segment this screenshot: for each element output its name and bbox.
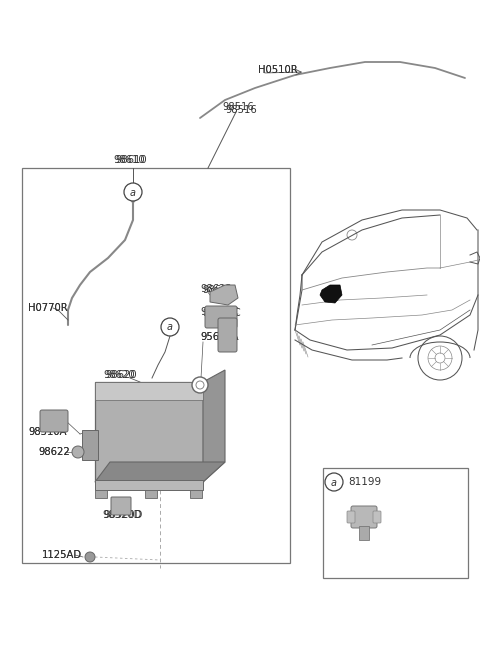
FancyBboxPatch shape bbox=[40, 410, 68, 432]
FancyBboxPatch shape bbox=[351, 506, 377, 528]
Text: 98516: 98516 bbox=[222, 102, 254, 112]
Polygon shape bbox=[95, 462, 225, 482]
Polygon shape bbox=[320, 285, 342, 303]
Text: H0770R: H0770R bbox=[28, 303, 68, 313]
Text: 98622: 98622 bbox=[38, 447, 70, 457]
FancyBboxPatch shape bbox=[373, 511, 381, 523]
Circle shape bbox=[192, 377, 208, 393]
Text: a: a bbox=[167, 323, 173, 332]
Text: a: a bbox=[130, 187, 136, 198]
FancyBboxPatch shape bbox=[205, 306, 237, 328]
Bar bbox=[22, 168, 290, 563]
Text: 98622: 98622 bbox=[38, 447, 70, 457]
Text: 98510A: 98510A bbox=[28, 427, 67, 437]
Text: 98620: 98620 bbox=[105, 370, 137, 380]
Text: 98617C: 98617C bbox=[200, 307, 239, 317]
Text: 98623: 98623 bbox=[202, 285, 234, 295]
FancyBboxPatch shape bbox=[190, 490, 202, 498]
Text: 81199: 81199 bbox=[348, 477, 381, 487]
Circle shape bbox=[72, 446, 84, 458]
Circle shape bbox=[124, 183, 142, 201]
Text: 95630A: 95630A bbox=[200, 332, 239, 342]
Text: 98520D: 98520D bbox=[102, 510, 142, 520]
Text: 98623: 98623 bbox=[200, 284, 232, 294]
Circle shape bbox=[325, 473, 343, 491]
Text: H0510R: H0510R bbox=[258, 65, 298, 75]
Text: H0770R: H0770R bbox=[28, 303, 68, 313]
Text: a: a bbox=[331, 478, 337, 487]
Text: 95630A: 95630A bbox=[200, 332, 239, 342]
Circle shape bbox=[85, 552, 95, 562]
FancyBboxPatch shape bbox=[111, 497, 131, 515]
Bar bbox=[323, 468, 468, 578]
Text: 98620: 98620 bbox=[103, 370, 134, 380]
Text: 98510A: 98510A bbox=[28, 427, 67, 437]
FancyBboxPatch shape bbox=[95, 480, 203, 490]
FancyBboxPatch shape bbox=[95, 382, 203, 482]
FancyBboxPatch shape bbox=[82, 430, 98, 460]
Text: 98516: 98516 bbox=[225, 105, 257, 115]
Text: 1125AD: 1125AD bbox=[42, 550, 82, 560]
FancyBboxPatch shape bbox=[145, 490, 157, 498]
Text: 98610: 98610 bbox=[113, 155, 144, 165]
FancyBboxPatch shape bbox=[347, 511, 355, 523]
FancyBboxPatch shape bbox=[95, 382, 203, 400]
Circle shape bbox=[161, 318, 179, 336]
Text: 1125AD: 1125AD bbox=[42, 550, 82, 560]
Text: 98617C: 98617C bbox=[202, 308, 240, 318]
Text: H0510R: H0510R bbox=[258, 65, 298, 75]
FancyBboxPatch shape bbox=[95, 490, 107, 498]
Polygon shape bbox=[210, 285, 238, 305]
Text: 98610: 98610 bbox=[115, 155, 146, 165]
Text: 98520D: 98520D bbox=[103, 510, 143, 520]
FancyBboxPatch shape bbox=[359, 526, 369, 540]
Polygon shape bbox=[203, 370, 225, 482]
FancyBboxPatch shape bbox=[218, 318, 237, 352]
